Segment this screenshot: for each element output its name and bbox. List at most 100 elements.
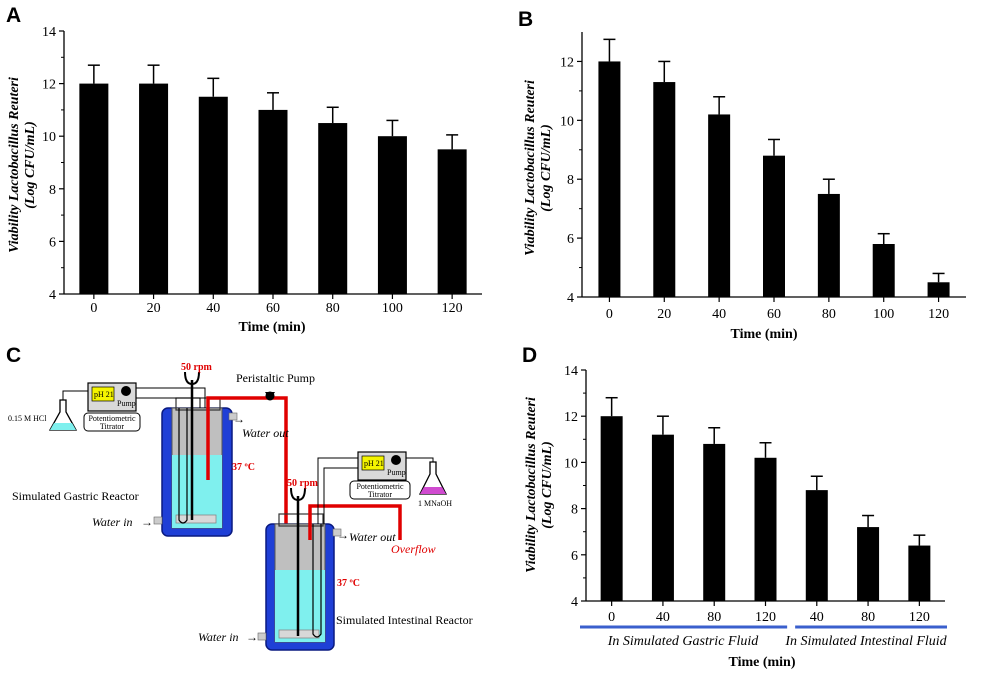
titrator-2-display-text: pH 21 bbox=[364, 459, 384, 468]
chart-a-bar bbox=[198, 96, 228, 294]
chart-d-bar bbox=[600, 416, 623, 601]
chart-b-xtick-label: 120 bbox=[928, 307, 949, 322]
chart-d-ytick-label: 12 bbox=[564, 410, 578, 425]
chart-b: Viability Lactobacillus Reuteri (Log CFU… bbox=[523, 32, 966, 342]
apparatus-diagram: pH 21 Pump Potentiometric Titrator 0.15 … bbox=[8, 362, 473, 651]
chart-b-xtick-label: 80 bbox=[822, 307, 836, 322]
chart-d-xtick-label: 120 bbox=[755, 610, 776, 625]
chart-b-bar bbox=[927, 282, 950, 297]
gastric-electrode bbox=[178, 408, 188, 524]
titrator-2-display bbox=[361, 455, 385, 471]
intestinal-water-out-port bbox=[332, 528, 342, 537]
overflow-tube bbox=[308, 504, 402, 540]
titrator-1-wire-2 bbox=[136, 397, 201, 408]
titrator-1-display bbox=[91, 386, 115, 402]
intestinal-water-in-port bbox=[257, 632, 267, 641]
chart-a-ytick-label: 4 bbox=[49, 288, 56, 303]
hcl-label: 0.15 M HCl bbox=[8, 414, 47, 423]
titrator-2-wire-2 bbox=[323, 467, 358, 524]
chart-d-ytick-label: 8 bbox=[571, 503, 578, 518]
water-in-arrow-2: → bbox=[246, 630, 258, 644]
chart-d-bar bbox=[857, 527, 880, 601]
titrator-2-label-box bbox=[349, 480, 411, 500]
chart-d-bar bbox=[703, 443, 726, 601]
chart-b-bar bbox=[598, 61, 621, 297]
chart-a-bar bbox=[258, 109, 288, 295]
chart-b-bar bbox=[872, 244, 895, 297]
chart-d-ylabel-line1: Viability Lactobacillus Reuteri bbox=[524, 397, 539, 573]
water-out-label-1: Water out bbox=[242, 426, 289, 440]
intestinal-stirrer-head bbox=[290, 487, 306, 502]
titrator-2-label-line1: Potentiometric bbox=[356, 482, 404, 491]
titrator-2-wire bbox=[317, 457, 358, 524]
chart-b-bar bbox=[763, 155, 785, 297]
titrator-2-label-line2: Titrator bbox=[368, 490, 392, 499]
chart-a-bar bbox=[437, 149, 467, 294]
chart-d-xtick-label: 80 bbox=[861, 610, 875, 625]
naoh-label: 1 MNaOH bbox=[418, 499, 452, 508]
gastric-water-in-port bbox=[153, 516, 163, 525]
chart-b-xlabel: Time (min) bbox=[730, 327, 797, 342]
titrator-1-label-box bbox=[83, 412, 141, 432]
intestinal-reactor-label: Simulated Intestinal Reactor bbox=[336, 613, 473, 627]
chart-b-ytick-label: 6 bbox=[567, 232, 574, 247]
chart-b-bar bbox=[653, 82, 676, 297]
chart-b-ylabel-line2: (Log CFU/mL) bbox=[539, 124, 554, 212]
gastric-stirrer-head bbox=[184, 371, 200, 386]
chart-a-xtick-label: 100 bbox=[382, 301, 403, 316]
chart-b-ytick-label: 8 bbox=[567, 173, 574, 188]
chart-b-bar bbox=[817, 193, 840, 297]
rpm-label-1: 50 rpm bbox=[181, 362, 213, 373]
chart-b-xtick-label: 20 bbox=[657, 307, 671, 322]
chart-d-group-label-gastric: In Simulated Gastric Fluid bbox=[607, 634, 759, 649]
chart-d-ylabel-line2: (Log CFU/mL) bbox=[540, 441, 555, 529]
overflow-label: Overflow bbox=[391, 542, 436, 556]
chart-d-bar bbox=[651, 434, 674, 601]
chart-a-bar bbox=[377, 136, 407, 294]
titrator-1-wire bbox=[136, 387, 206, 408]
panel-letter-c: C bbox=[6, 344, 21, 367]
chart-a-xlabel: Time (min) bbox=[238, 320, 305, 335]
titrator-2-knob bbox=[391, 455, 401, 465]
chart-b-ytick-label: 12 bbox=[560, 55, 574, 70]
chart-b-bar bbox=[708, 114, 731, 297]
chart-d-ytick-label: 14 bbox=[564, 364, 578, 379]
hcl-tube bbox=[62, 390, 88, 400]
titrator-1-label-line2: Titrator bbox=[100, 422, 124, 431]
chart-d-xlabel: Time (min) bbox=[728, 655, 795, 670]
chart-a-ytick-label: 10 bbox=[42, 130, 56, 145]
chart-d-xtick-label: 0 bbox=[608, 610, 615, 625]
chart-d-ytick-label: 6 bbox=[571, 549, 578, 564]
chart-a-bar bbox=[79, 83, 109, 294]
naoh-tube bbox=[406, 457, 434, 462]
chart-d-xtick-label: 120 bbox=[909, 610, 930, 625]
chart-a-ytick-label: 6 bbox=[49, 235, 56, 250]
titrator-1-label-line1: Potentiometric bbox=[88, 414, 136, 423]
chart-a-bar bbox=[318, 123, 348, 294]
water-out-label-2: Water out bbox=[349, 530, 396, 544]
water-in-arrow-1: → bbox=[141, 515, 153, 529]
hcl-flask-liquid bbox=[50, 423, 76, 430]
chart-a-xtick-label: 60 bbox=[266, 301, 280, 316]
chart-a-xtick-label: 40 bbox=[206, 301, 220, 316]
chart-a-xtick-label: 20 bbox=[147, 301, 161, 316]
chart-a-xtick-label: 0 bbox=[90, 301, 97, 316]
chart-a-ylabel-line1: Viability Lactobacillus Reuteri bbox=[7, 77, 22, 253]
gastric-reactor-label: Simulated Gastric Reactor bbox=[12, 489, 139, 503]
water-out-arrow-2: → bbox=[337, 528, 349, 542]
chart-d-xtick-label: 40 bbox=[656, 610, 670, 625]
chart-b-ytick-label: 10 bbox=[560, 114, 574, 129]
gastric-water-out-port bbox=[228, 412, 238, 421]
titrator-1-pump-label: Pump bbox=[117, 399, 136, 408]
chart-a-xtick-label: 120 bbox=[442, 301, 463, 316]
peristaltic-pump-icon bbox=[265, 391, 275, 401]
water-out-arrow-1: → bbox=[233, 412, 245, 426]
temp-label-1: 37 ºC bbox=[232, 462, 255, 473]
chart-d-bar bbox=[908, 545, 931, 601]
titrator-1-display-text: pH 21 bbox=[94, 390, 114, 399]
chart-a-ytick-label: 12 bbox=[42, 78, 56, 93]
chart-d: Viability Lactobacillus Reuteri (Log CFU… bbox=[524, 364, 948, 670]
chart-a-ytick-label: 8 bbox=[49, 183, 56, 198]
chart-b-xtick-label: 100 bbox=[873, 307, 894, 322]
